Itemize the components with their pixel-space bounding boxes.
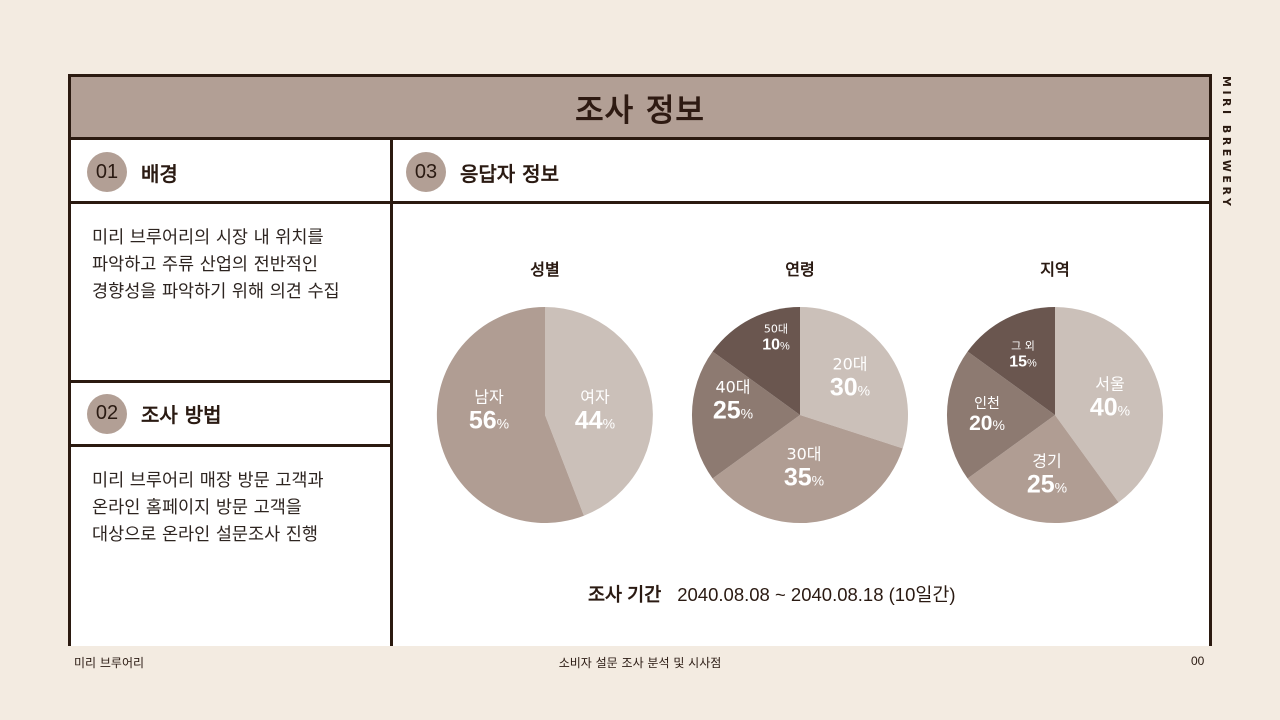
slice-label-40s: 40대 25% bbox=[712, 377, 754, 425]
section-number-badge: 02 bbox=[87, 393, 127, 434]
slice-20s bbox=[800, 307, 908, 449]
section-03-header: 03 응답자 정보 bbox=[393, 143, 1209, 201]
slice-40s bbox=[691, 351, 800, 479]
chart-title-age: 연령 bbox=[785, 260, 815, 279]
slice-label-male: 남자 56% bbox=[468, 387, 510, 435]
section-01-header: 01 배경 bbox=[71, 143, 390, 201]
slice-label-50s: 50대 10% bbox=[762, 322, 790, 354]
slice-label-others: 그 외 15% bbox=[1009, 339, 1037, 371]
chart-title-region: 지역 bbox=[1040, 260, 1070, 279]
slice-50s bbox=[712, 307, 800, 415]
divider-h-2 bbox=[71, 380, 390, 383]
slice-others bbox=[967, 307, 1055, 415]
divider-h-3 bbox=[71, 444, 390, 447]
slice-label-female: 여자 44% bbox=[574, 387, 616, 435]
footer-left: 미리 브루어리 bbox=[74, 656, 145, 670]
slice-gyeonggi bbox=[967, 415, 1119, 524]
slice-label-20s: 20대 30% bbox=[829, 354, 871, 402]
survey-info-frame: 조사 정보 01 배경 미리 브루어리의 시장 내 위치를 파악하고 주류 산업… bbox=[68, 74, 1212, 646]
survey-period-value: 2040.08.08 ~ 2040.08.18 (10일간) bbox=[677, 584, 956, 605]
slice-label-incheon: 인천 20% bbox=[969, 395, 1005, 435]
section-02-body: 미리 브루어리 매장 방문 고객과 온라인 홈페이지 방문 고객을 대상으로 온… bbox=[71, 447, 390, 646]
slice-incheon bbox=[946, 351, 1055, 479]
pie-charts-svg bbox=[436, 306, 1164, 524]
section-number-badge: 01 bbox=[87, 152, 127, 192]
section-heading: 배경 bbox=[141, 161, 178, 186]
slice-seoul bbox=[1055, 306, 1164, 503]
footer-page-number: 00 bbox=[1191, 654, 1205, 668]
chart-title-gender: 성별 bbox=[530, 260, 560, 279]
section-02-header: 02 조사 방법 bbox=[71, 383, 390, 444]
slice-label-seoul: 서울 40% bbox=[1089, 374, 1131, 422]
section-heading: 조사 방법 bbox=[141, 403, 222, 427]
survey-period: 조사 기간 2040.08.08 ~ 2040.08.18 (10일간) bbox=[588, 581, 956, 607]
title-bar: 조사 정보 bbox=[71, 77, 1209, 140]
brand-vertical-text: MIRI BREWERY bbox=[1220, 76, 1233, 210]
slice-female bbox=[545, 307, 653, 516]
slice-male bbox=[436, 306, 584, 523]
divider-h-1 bbox=[71, 201, 1209, 204]
section-01-body: 미리 브루어리의 시장 내 위치를 파악하고 주류 산업의 전반적인 경향성을 … bbox=[71, 204, 390, 380]
page-title: 조사 정보 bbox=[575, 92, 705, 129]
pie-gender bbox=[436, 306, 653, 523]
pie-region bbox=[946, 306, 1164, 524]
slice-label-gyeonggi: 경기 25% bbox=[1026, 451, 1068, 499]
divider-vertical bbox=[390, 140, 393, 646]
slice-label-30s: 30대 35% bbox=[783, 444, 825, 492]
pie-age bbox=[691, 307, 908, 524]
slice-30s bbox=[712, 415, 903, 524]
respondent-charts: 성별 연령 지역 남자 bbox=[393, 204, 1209, 646]
survey-period-label: 조사 기간 bbox=[588, 584, 662, 605]
section-heading: 응답자 정보 bbox=[460, 161, 559, 186]
section-number-badge: 03 bbox=[406, 152, 446, 192]
footer-center: 소비자 설문 조사 분석 및 시사점 bbox=[558, 656, 722, 670]
